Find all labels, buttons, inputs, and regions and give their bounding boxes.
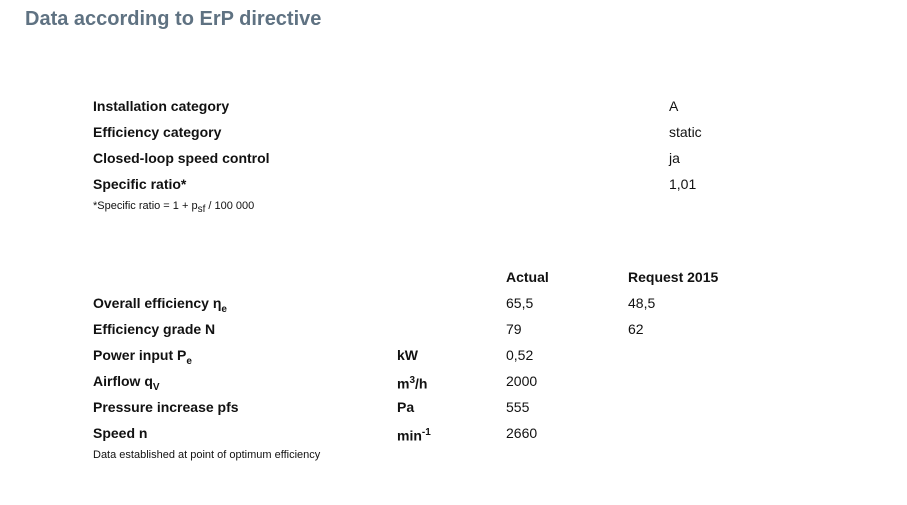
- unit-text: Pa: [397, 399, 415, 415]
- request-value: 48,5: [628, 294, 655, 312]
- value-text: 62: [628, 321, 644, 337]
- value-text: 1,01: [669, 176, 697, 192]
- row-unit: m3/h: [397, 372, 427, 393]
- label-text: Speed n: [93, 425, 148, 441]
- actual-value: 65,5: [506, 294, 533, 312]
- footnote-text: / 100 000: [205, 200, 255, 212]
- row-unit: Pa: [397, 398, 414, 416]
- unit-text: /h: [415, 375, 428, 392]
- unit-sup: 3: [409, 375, 416, 386]
- row-label: Specific ratio*: [93, 175, 186, 193]
- column-header: Request 2015: [628, 268, 718, 286]
- actual-value: 555: [506, 398, 529, 416]
- row-label: Closed-loop speed control: [93, 149, 270, 167]
- label-sub: e: [221, 303, 227, 315]
- header-text: Request 2015: [628, 269, 719, 285]
- request-value: 62: [628, 320, 644, 338]
- footnote-text: *Specific ratio = 1 + p: [93, 200, 198, 212]
- row-value: A: [669, 97, 678, 115]
- value-text: 2660: [506, 425, 538, 441]
- header-text: Actual: [506, 269, 549, 285]
- label-text: Pressure increase pfs: [93, 399, 239, 415]
- row-label: Efficiency category: [93, 123, 221, 141]
- actual-value: 79: [506, 320, 522, 338]
- unit-sup: -1: [421, 427, 431, 438]
- row-label: Power input Pe: [93, 346, 192, 371]
- row-label: Speed n: [93, 424, 147, 442]
- row-value: 1,01: [669, 175, 696, 193]
- value-text: 0,52: [506, 347, 534, 363]
- value-text: static: [669, 124, 702, 140]
- column-header: Actual: [506, 268, 549, 286]
- footnote: Data established at point of optimum eff…: [93, 448, 320, 462]
- row-unit: min-1: [397, 424, 431, 445]
- label-text: Power input P: [93, 347, 187, 363]
- row-value: static: [669, 123, 702, 141]
- footnote-text: Data established at point of optimum eff…: [93, 449, 321, 461]
- footnote-sub: sf: [197, 204, 206, 216]
- label-text: Efficiency grade N: [93, 321, 216, 337]
- row-label: Efficiency grade N: [93, 320, 215, 338]
- label-text: Overall efficiency η: [93, 295, 222, 311]
- value-text: 2000: [506, 373, 538, 389]
- actual-value: 2660: [506, 424, 537, 442]
- row-value: ja: [669, 149, 680, 167]
- label-sub: e: [186, 355, 192, 367]
- value-text: ja: [669, 150, 680, 166]
- actual-value: 0,52: [506, 346, 533, 364]
- label-text: Airflow q: [93, 373, 153, 389]
- value-text: 65,5: [506, 295, 534, 311]
- row-label: Pressure increase pfs: [93, 398, 239, 416]
- label-text: Efficiency category: [93, 124, 222, 140]
- unit-text: kW: [397, 347, 418, 363]
- label-sub: V: [152, 381, 160, 393]
- value-text: 555: [506, 399, 530, 415]
- row-label: Airflow qV: [93, 372, 160, 397]
- page-title: Data according to ErP directive: [25, 8, 322, 30]
- value-text: A: [669, 98, 679, 114]
- value-text: 48,5: [628, 295, 656, 311]
- unit-text: m: [397, 375, 410, 392]
- row-label: Installation category: [93, 97, 229, 115]
- label-text: Installation category: [93, 98, 230, 114]
- label-text: Closed-loop speed control: [93, 150, 270, 166]
- row-label: Overall efficiency ηe: [93, 294, 227, 319]
- actual-value: 2000: [506, 372, 537, 390]
- footnote: *Specific ratio = 1 + psf / 100 000: [93, 199, 254, 217]
- row-unit: kW: [397, 346, 418, 364]
- label-text: Specific ratio*: [93, 176, 187, 192]
- unit-text: min: [397, 427, 422, 444]
- value-text: 79: [506, 321, 522, 337]
